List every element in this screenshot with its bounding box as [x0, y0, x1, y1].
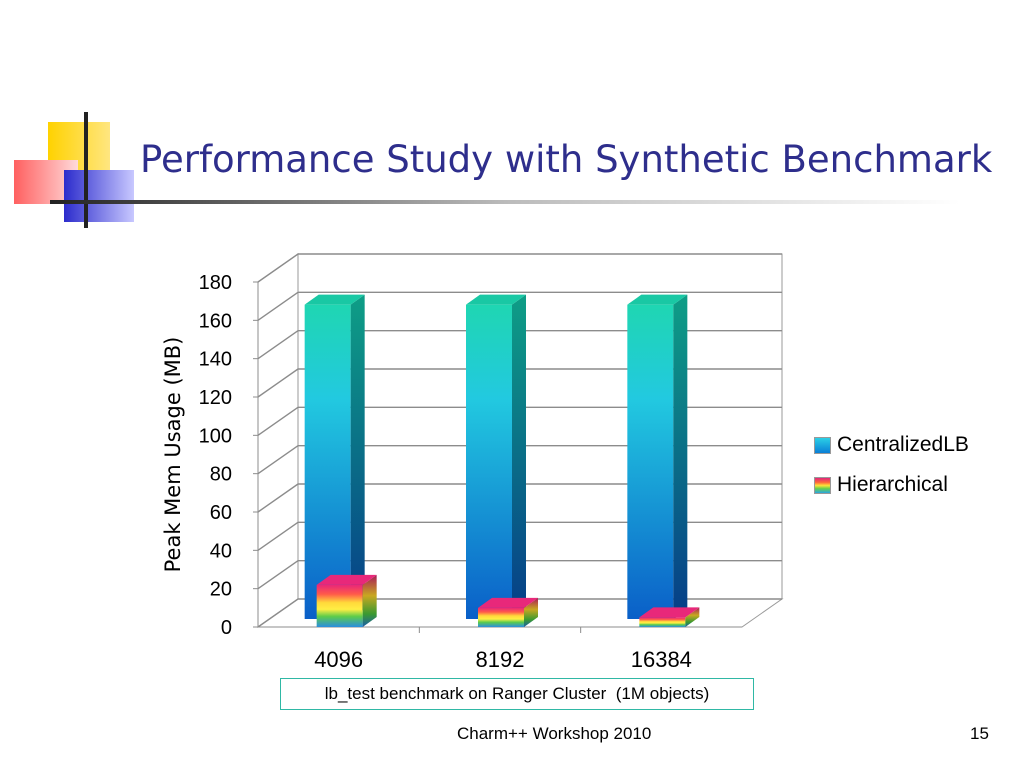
y-tick-label: 100	[199, 425, 232, 447]
bar-side	[362, 574, 377, 627]
bar-side	[350, 294, 365, 619]
bar-side	[512, 294, 526, 619]
bar-side	[685, 607, 700, 627]
bar-top	[304, 294, 365, 305]
y-tick-label: 120	[199, 387, 232, 409]
gridline	[257, 521, 782, 551]
chart-caption: lb_test benchmark on Ranger Cluster (1M …	[280, 678, 754, 710]
bar-front	[466, 304, 512, 619]
bar-front	[316, 584, 363, 627]
x-category-label: 8192	[476, 647, 525, 672]
gridline	[257, 329, 782, 360]
footer-text: Charm++ Workshop 2010	[457, 724, 652, 743]
bar-hierarchical-16384	[639, 607, 700, 627]
legend-item-hierarchical: Hierarchical	[814, 465, 969, 505]
bar-top	[627, 294, 688, 305]
gridline	[257, 559, 782, 590]
bar-front	[639, 617, 686, 627]
bar-centralizedlb-16384	[627, 294, 688, 619]
y-tick-label: 20	[210, 579, 232, 601]
vertical-rule	[84, 112, 88, 228]
gridline	[257, 406, 782, 436]
y-tick-label: 180	[199, 272, 232, 294]
blue-square	[64, 170, 134, 222]
bar-top	[639, 607, 700, 618]
y-tick-label: 0	[221, 617, 232, 639]
y-tick-label: 140	[199, 349, 232, 371]
bar-front	[627, 304, 674, 619]
gridline	[257, 368, 782, 398]
gridline	[257, 253, 782, 283]
y-tick-label: 160	[199, 310, 232, 332]
bar-front	[478, 607, 524, 627]
bar-front	[304, 304, 351, 619]
y-tick-label: 60	[210, 502, 232, 524]
x-category-label: 16384	[631, 647, 692, 672]
chart-legend: CentralizedLB Hierarchical	[814, 425, 969, 505]
y-tick-label: 40	[210, 540, 232, 562]
bar-top	[466, 294, 526, 305]
title-underline	[50, 200, 960, 204]
legend-swatch-hierarchical	[814, 476, 831, 494]
bar-top	[316, 574, 377, 585]
chart-back-wall	[297, 253, 783, 600]
gridline	[257, 483, 782, 513]
legend-label-centralizedlb: CentralizedLB	[837, 433, 969, 456]
gridline	[257, 291, 782, 321]
bar-hierarchical-4096	[316, 574, 377, 627]
bar-side	[673, 294, 688, 619]
slide-title: Performance Study with Synthetic Benchma…	[140, 138, 993, 181]
chart-side-wall	[257, 253, 299, 628]
bar-top	[478, 597, 538, 608]
bar-side	[524, 597, 538, 627]
bar-hierarchical-8192	[478, 597, 538, 627]
y-tick-label: 80	[210, 464, 232, 486]
bar-centralizedlb-8192	[466, 294, 526, 619]
gridline	[257, 598, 782, 628]
y-axis-label: Peak Mem Usage (MB)	[161, 337, 185, 573]
bar-centralizedlb-4096	[304, 294, 365, 619]
legend-label-hierarchical: Hierarchical	[837, 473, 948, 496]
legend-swatch-centralizedlb	[814, 436, 831, 454]
legend-item-centralizedlb: CentralizedLB	[814, 425, 969, 465]
page-number: 15	[970, 724, 989, 743]
title-decoration	[14, 112, 960, 228]
x-category-label: 4096	[314, 647, 363, 672]
gridline	[257, 444, 782, 475]
